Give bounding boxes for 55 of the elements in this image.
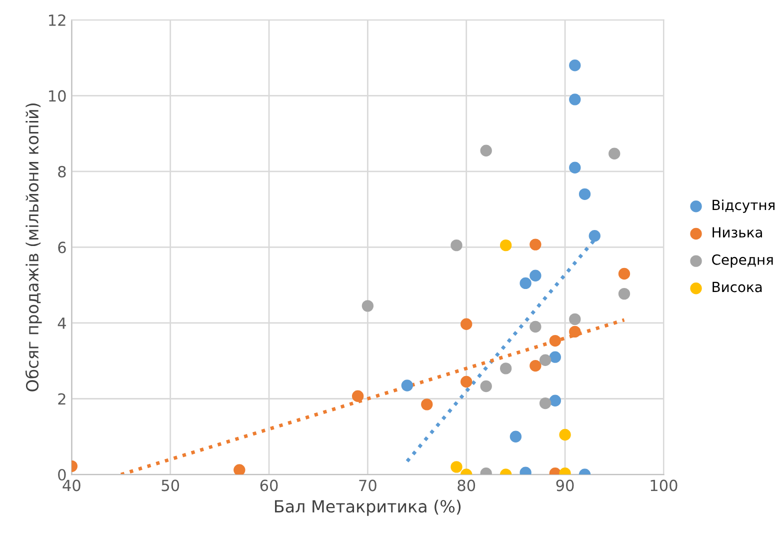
point (588, 230, 600, 242)
point (539, 354, 552, 366)
point (520, 277, 532, 290)
point (480, 144, 492, 156)
y-tick-label: 2 (58, 393, 66, 405)
point (530, 320, 542, 333)
point (569, 94, 581, 106)
point (559, 428, 571, 441)
x-tick-label: 100 (650, 480, 678, 492)
point (569, 326, 581, 338)
x-axis-title: Бал Метакритика (%) (275, 500, 461, 516)
x-tick-label: 70 (359, 480, 376, 492)
point (530, 270, 542, 282)
legend-label: Середня (712, 254, 773, 268)
y-tick-label: 4 (58, 318, 66, 329)
x-tick-label: 80 (458, 480, 476, 492)
point (608, 148, 620, 160)
point (450, 461, 462, 473)
point (421, 398, 433, 410)
point (578, 188, 591, 200)
point (362, 300, 374, 312)
point (460, 376, 472, 388)
y-tick-label: 6 (58, 242, 66, 254)
point (549, 351, 562, 363)
point (549, 394, 562, 406)
y-tick-label: 8 (58, 166, 66, 178)
legend-label: Висока (712, 282, 762, 292)
point (401, 380, 413, 392)
point (549, 334, 562, 347)
y-tick-label: 12 (49, 14, 66, 26)
x-tick-label: 40 (62, 480, 80, 492)
point (500, 362, 512, 374)
point (480, 380, 492, 392)
point (539, 397, 552, 410)
x-tick-label: 90 (556, 480, 574, 492)
legend-label: Відсутня (712, 199, 774, 213)
point (569, 162, 581, 174)
point (569, 313, 581, 326)
y-tick-label: 0 (58, 468, 66, 481)
point (618, 288, 630, 300)
point (234, 464, 246, 475)
point (569, 60, 581, 72)
y-axis-title: Обсяг продажів (мільйони копій) (25, 104, 42, 392)
point (460, 318, 472, 330)
point (352, 390, 364, 402)
point (500, 239, 512, 252)
point (618, 268, 630, 280)
point (530, 360, 542, 372)
y-tick-label: 10 (49, 90, 66, 102)
x-tick-label: 50 (162, 480, 180, 492)
x-tick-label: 60 (260, 480, 278, 492)
point (450, 239, 462, 252)
point (510, 430, 522, 442)
point (530, 238, 542, 250)
legend-label: Низька (712, 227, 762, 238)
